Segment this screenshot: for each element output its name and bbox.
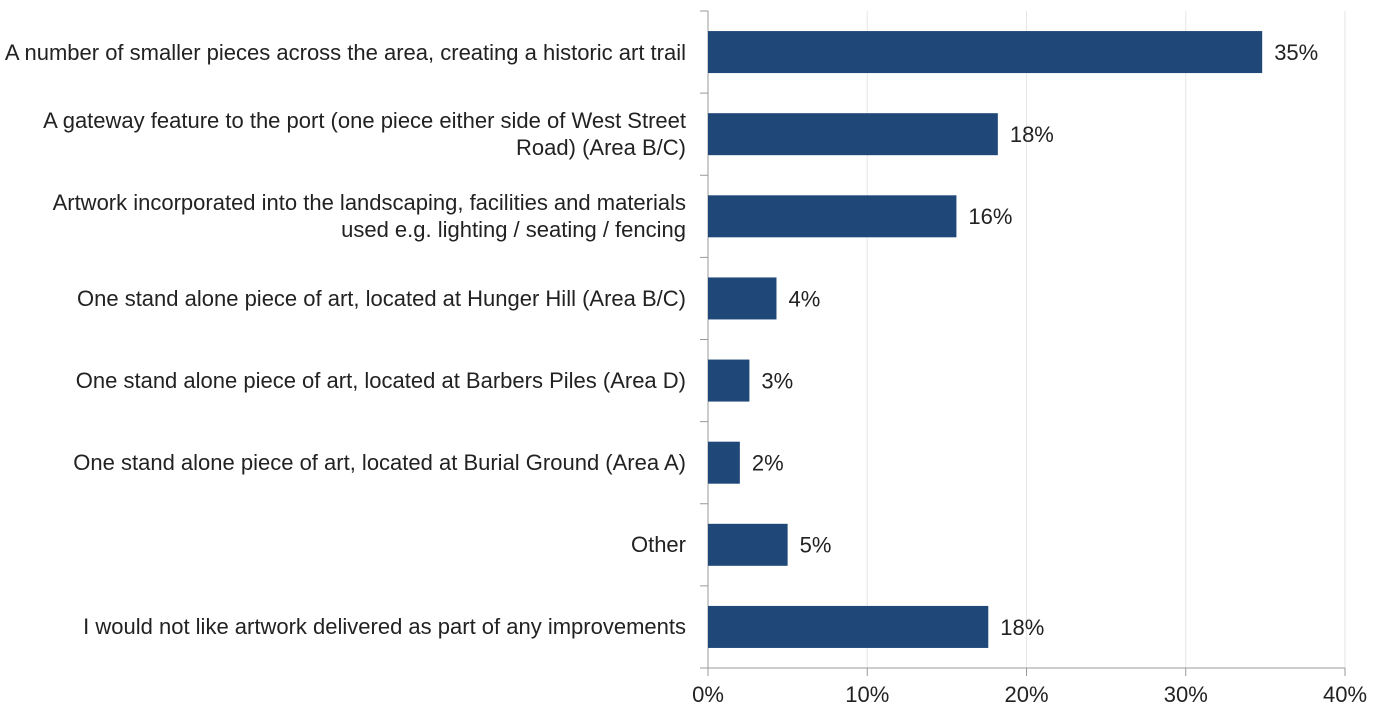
data-label: 35% <box>1274 40 1318 65</box>
bar <box>708 31 1263 74</box>
category-label: I would not like artwork delivered as pa… <box>83 614 686 640</box>
category-label: A number of smaller pieces across the ar… <box>4 39 686 65</box>
bar <box>708 523 788 566</box>
data-label: 16% <box>968 204 1012 229</box>
category-label: One stand alone piece of art, located at… <box>75 368 686 394</box>
category-label: One stand alone piece of art, located at… <box>73 450 686 476</box>
bar <box>708 195 957 238</box>
data-label: 4% <box>788 286 820 311</box>
x-tick-label: 40% <box>1323 682 1367 707</box>
data-label: 2% <box>752 451 784 476</box>
x-tick-label: 20% <box>1004 682 1048 707</box>
data-label: 5% <box>800 533 832 558</box>
bar <box>708 277 777 320</box>
data-label: 18% <box>1000 615 1044 640</box>
bar <box>708 441 740 484</box>
bar <box>708 113 998 156</box>
category-label: A gateway feature to the port (one piece… <box>43 108 686 161</box>
bar <box>708 359 750 402</box>
x-tick-label: 0% <box>692 682 724 707</box>
x-tick-label: 10% <box>845 682 889 707</box>
x-tick-label: 30% <box>1164 682 1208 707</box>
category-label: Artwork incorporated into the landscapin… <box>52 190 686 243</box>
category-label: Other <box>630 532 686 558</box>
bar <box>708 605 989 648</box>
category-label: One stand alone piece of art, located at… <box>77 285 686 311</box>
data-label: 3% <box>761 368 793 393</box>
data-label: 18% <box>1010 122 1054 147</box>
